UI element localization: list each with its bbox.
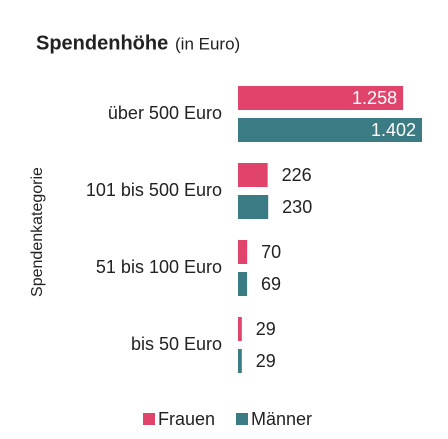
bar <box>238 163 268 187</box>
legend-label: Männer <box>251 409 312 429</box>
category-label: bis 50 Euro <box>131 334 222 354</box>
bar <box>238 118 422 142</box>
value-label: 1.402 <box>371 120 416 140</box>
bar <box>238 272 248 296</box>
category-label: 101 bis 500 Euro <box>86 180 222 200</box>
chart-title: Spendenhöhe <box>36 32 168 54</box>
value-label: 29 <box>256 319 276 339</box>
value-label: 70 <box>261 242 281 262</box>
value-label: 230 <box>282 197 312 217</box>
category-label: über 500 Euro <box>108 103 222 123</box>
bar <box>238 349 242 373</box>
value-label: 1.258 <box>352 88 397 108</box>
bar <box>238 240 248 264</box>
legend-swatch <box>143 413 155 425</box>
y-axis-label: Spendenkategorie <box>29 167 46 297</box>
chart-subtitle: (in Euro) <box>175 34 240 53</box>
bar <box>238 317 242 341</box>
legend-label: Frauen <box>158 409 215 429</box>
bar <box>238 86 404 110</box>
value-label: 29 <box>256 351 276 371</box>
value-label: 226 <box>282 165 312 185</box>
category-label: 51 bis 100 Euro <box>96 257 222 277</box>
legend-swatch <box>236 413 248 425</box>
bar <box>238 195 269 219</box>
value-label: 69 <box>261 274 281 294</box>
